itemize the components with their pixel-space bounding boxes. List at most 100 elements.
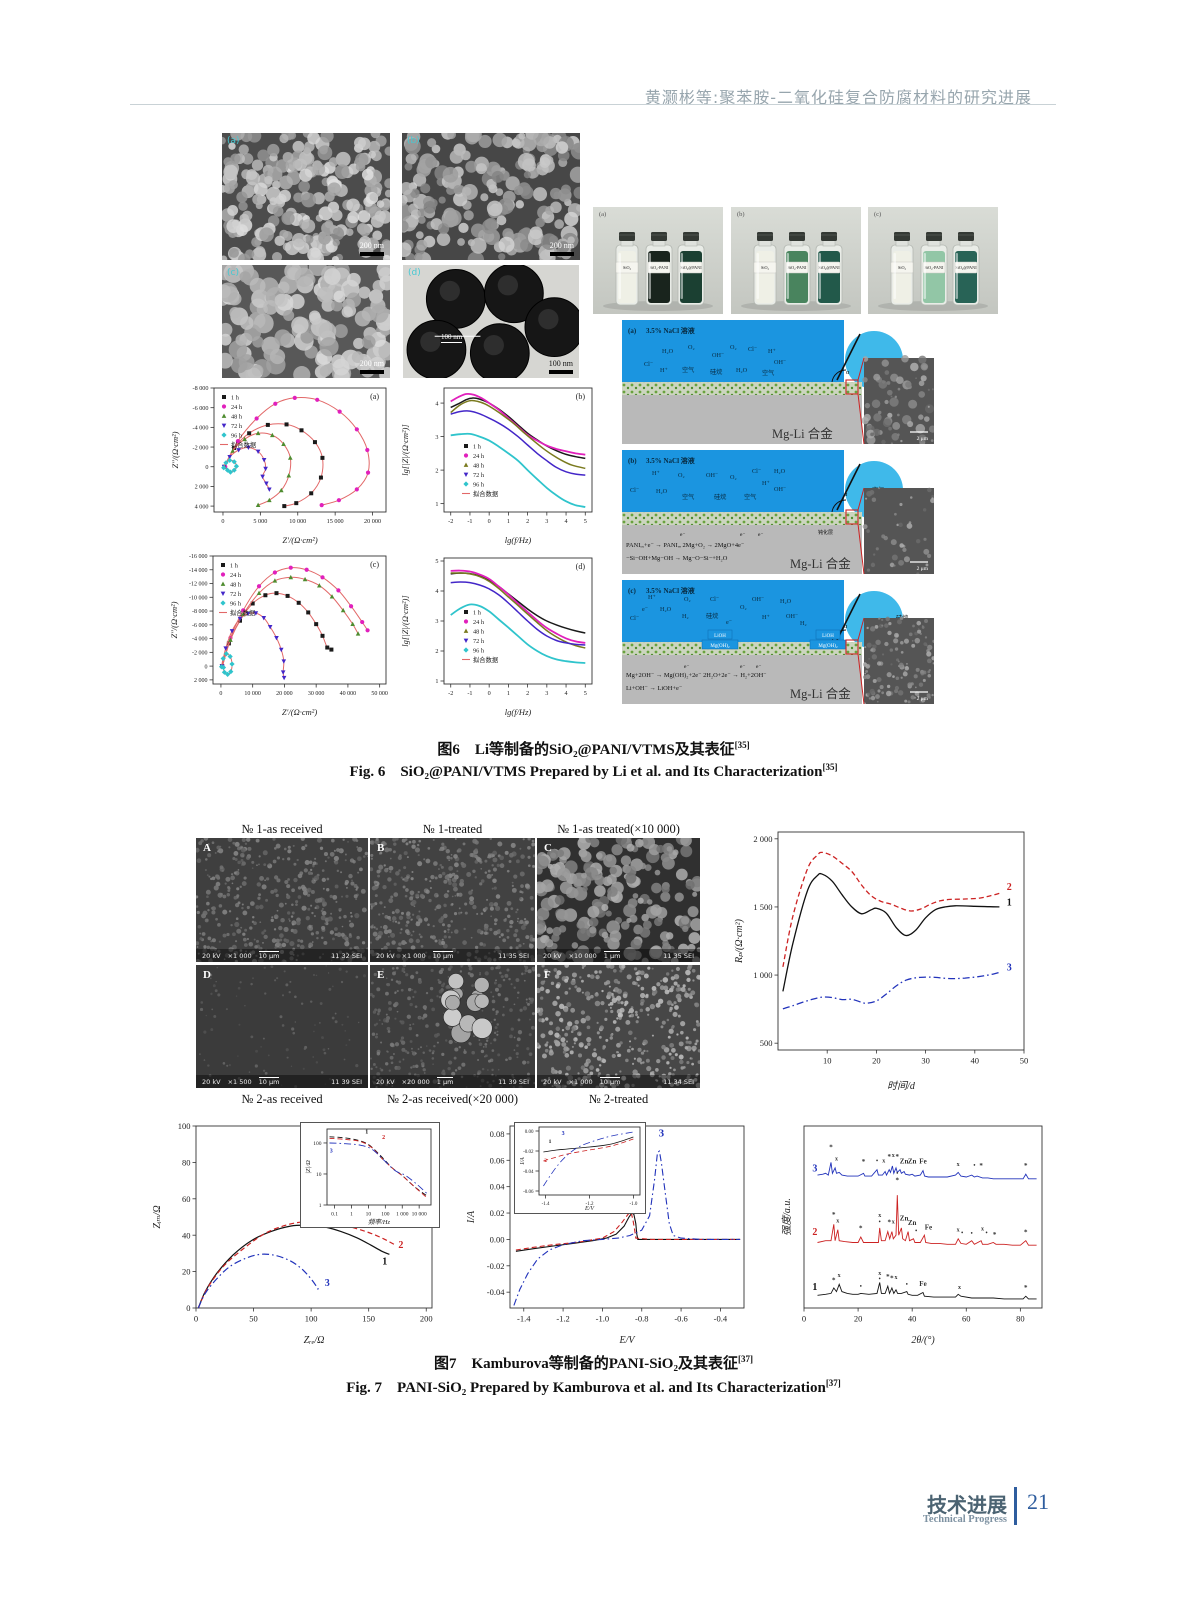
scalebar-line (548, 370, 573, 374)
svg-text:LiOH: LiOH (822, 634, 834, 639)
svg-text:*: * (890, 1275, 894, 1283)
fig6-caption-en-text: Fig. 6 SiO₂@PANI/VTMS Prepared by Li et … (349, 764, 823, 780)
svg-text:H⁺: H⁺ (660, 367, 668, 374)
fig6-panel-c-scalebar: 200 nm (359, 359, 384, 374)
svg-text:2: 2 (1007, 882, 1012, 893)
svg-text:3: 3 (325, 1278, 330, 1289)
svg-text:-2: -2 (448, 690, 453, 697)
svg-text:SiO₂@PANI: SiO₂@PANI (955, 265, 977, 270)
fig7-panel-D-footer: 20 kV ×1 500 10 μm 11 39 SEI (196, 1075, 368, 1088)
svg-text:50 000: 50 000 (371, 691, 388, 697)
svg-text:•: • (876, 1158, 878, 1164)
fig7-caption-en: Fig. 7 PANI-SiO₂ Prepared by Kamburova e… (0, 1376, 1187, 1397)
fig6-panel-d-tag: (d) (408, 268, 421, 278)
svg-text:3: 3 (659, 1128, 665, 1140)
svg-text:Mg-Li 合金: Mg-Li 合金 (772, 426, 833, 441)
svg-text:e⁻: e⁻ (680, 532, 685, 538)
svg-text:*: * (1024, 1162, 1028, 1170)
fig6-tem-panel-d: (d) 100 nm 100 nm (403, 265, 579, 378)
svg-text:-4 000: -4 000 (192, 637, 208, 643)
svg-text:H₂O: H₂O (662, 348, 674, 355)
svg-text:100: 100 (305, 1314, 318, 1324)
fig6-vial-a-tag: (a) (599, 211, 607, 218)
fig7-bode-inset: 0.1 1 10 100 1 000 10 000 1 10 100 频率/Hz |Z|/Ω 1 2 3 (300, 1122, 440, 1228)
svg-text:H₂: H₂ (682, 613, 689, 620)
svg-text:x: x (958, 1285, 961, 1291)
svg-text:H₂O: H₂O (656, 488, 668, 495)
svg-text:*: * (887, 1218, 891, 1226)
svg-text:(c): (c) (628, 587, 636, 595)
svg-text:时间/d: 时间/d (887, 1080, 916, 1092)
svg-text:10 000: 10 000 (412, 1212, 427, 1218)
svg-text:SiO₂: SiO₂ (623, 265, 632, 270)
svg-text:40: 40 (971, 1056, 980, 1066)
svg-text:-0.04: -0.04 (487, 1287, 505, 1297)
svg-text:2: 2 (398, 1240, 403, 1251)
fig7-caption-en-ref: [37] (825, 1378, 841, 1388)
svg-text:1: 1 (435, 678, 438, 685)
svg-text:*: * (993, 1231, 997, 1239)
svg-text:拟合数据: 拟合数据 (473, 489, 499, 498)
svg-text:5 000: 5 000 (253, 518, 267, 525)
footer-section-cn: 技术进展 (927, 1493, 1007, 1517)
fig7-panel-A-letter: A (203, 842, 211, 854)
svg-text:0: 0 (205, 664, 208, 670)
svg-text:(a): (a) (370, 392, 379, 401)
svg-text:50: 50 (1020, 1056, 1029, 1066)
svg-text:Z″/(Ω·cm²): Z″/(Ω·cm²) (169, 601, 179, 638)
svg-text:O₂: O₂ (740, 604, 747, 611)
svg-text:*: * (832, 1277, 836, 1285)
svg-text:0: 0 (219, 691, 222, 697)
fig6-caption-en: Fig. 6 SiO₂@PANI/VTMS Prepared by Li et … (0, 760, 1187, 781)
svg-text:H₂O: H₂O (780, 598, 792, 605)
fig7-col3-top-label: № 1-as treated(×10 000) (557, 822, 680, 836)
svg-text:e⁻: e⁻ (642, 606, 648, 613)
svg-text:x: x (836, 1218, 839, 1224)
svg-text:20 000: 20 000 (276, 691, 293, 697)
svg-text:80: 80 (1016, 1314, 1025, 1324)
svg-text:*: * (1024, 1284, 1028, 1292)
svg-text:lg(f/Hz): lg(f/Hz) (505, 707, 532, 717)
svg-text:*: * (832, 1211, 836, 1219)
svg-text:*: * (896, 1153, 900, 1161)
svg-text:H⁺: H⁺ (768, 348, 776, 355)
svg-text:•: • (860, 1284, 862, 1290)
svg-text:-2: -2 (448, 518, 453, 525)
svg-text:-1.0: -1.0 (629, 1202, 637, 1207)
svg-text:Cl⁻: Cl⁻ (710, 596, 719, 603)
svg-text:(b): (b) (628, 457, 637, 465)
svg-text:1: 1 (549, 1139, 552, 1145)
fig6-vial-b-tag: (b) (737, 211, 745, 218)
svg-text:1: 1 (365, 1130, 368, 1136)
svg-text:Z′/(Ω·cm²): Z′/(Ω·cm²) (282, 535, 318, 545)
svg-text:96 h: 96 h (230, 600, 242, 607)
svg-text:-0.8: -0.8 (635, 1314, 648, 1324)
svg-text:3: 3 (330, 1148, 333, 1154)
fig7-col2-bottom-label: № 2-as received(×20 000) (386, 1092, 519, 1106)
fig7-panel-F-footer: 20 kV ×1 000 10 μm 11 34 SEI (537, 1075, 700, 1088)
svg-text:SiO₂-PANI: SiO₂-PANI (925, 265, 944, 270)
svg-text:|Z|/Ω: |Z|/Ω (305, 1160, 312, 1174)
fig6-bode-chart-d: -2 -1 0 1 2 3 4 5 1 2 3 4 5 lg(f/Hz) lg[|Z|/(Ω·cm²)] 1 … (398, 550, 604, 718)
svg-text:SiO₂@PANI: SiO₂@PANI (680, 265, 702, 270)
fig6-panel-c-tag: (c) (227, 268, 239, 278)
fig7-sem-panel-D: D 20 kV ×1 500 10 μm 11 39 SEI (196, 965, 368, 1088)
svg-text:0.00: 0.00 (525, 1130, 534, 1135)
svg-text:30 000: 30 000 (308, 691, 325, 697)
fig7-col2-top-label: № 1-treated (422, 822, 483, 836)
svg-text:20 000: 20 000 (364, 518, 381, 525)
footer-section-en: Technical Progress (922, 1514, 1007, 1525)
svg-text:•: • (971, 1231, 973, 1237)
svg-text:O₂: O₂ (688, 344, 695, 351)
svg-text:Fe: Fe (919, 1157, 926, 1165)
svg-text:-1: -1 (467, 518, 472, 525)
fig6-caption-en-ref: [35] (822, 762, 838, 772)
svg-text:OH⁻: OH⁻ (752, 596, 764, 603)
svg-text:-6 000: -6 000 (193, 405, 209, 412)
svg-text:0: 0 (488, 690, 491, 697)
svg-text:150: 150 (362, 1314, 375, 1324)
svg-text:PANIₒₓ+e⁻ → PANIᵣₑ 2Mg+O₂ →: PANIₒₓ+e⁻ → PANIᵣₑ 2Mg+O₂ → 2MgO+4e⁻ (626, 542, 744, 549)
svg-text:2 μm: 2 μm (917, 696, 929, 702)
svg-text:lg(f/Hz): lg(f/Hz) (505, 535, 532, 545)
svg-text:-10 000: -10 000 (189, 595, 208, 601)
